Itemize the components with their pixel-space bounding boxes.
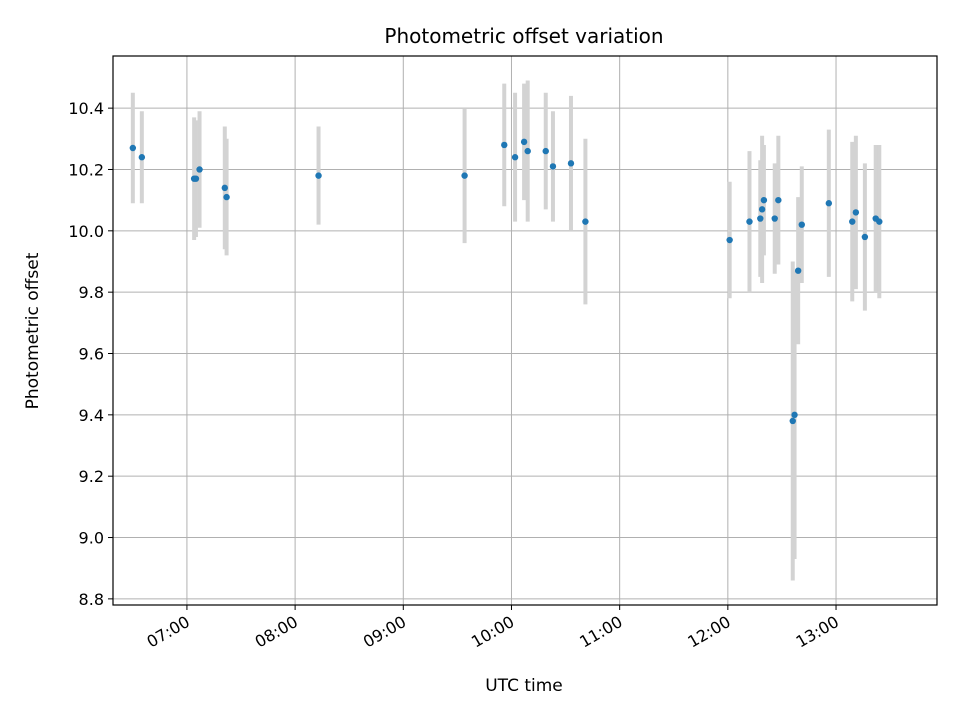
data-point	[760, 196, 768, 204]
data-point	[524, 147, 531, 155]
data-point	[852, 209, 860, 216]
y-tick-label: 10.2	[68, 160, 104, 179]
y-axis-ticks: 8.8 9.0 9.2 9.4 9.6 9.8 10.0 10.2 10.4	[68, 99, 113, 609]
data-point	[794, 267, 802, 274]
data-point	[542, 147, 549, 155]
data-point	[138, 154, 146, 161]
y-tick-label: 9.0	[79, 529, 104, 548]
data-point	[757, 215, 764, 222]
y-tick-label: 8.8	[79, 590, 104, 609]
y-tick-label: 10.0	[68, 222, 104, 241]
data-point	[223, 193, 230, 201]
data-point	[789, 417, 796, 425]
data-points	[129, 138, 883, 425]
data-point	[582, 218, 589, 225]
data-point	[461, 172, 468, 179]
data-point	[315, 172, 322, 179]
data-point	[501, 141, 508, 149]
chart-title: Photometric offset variation	[384, 24, 663, 48]
data-point	[758, 206, 766, 213]
y-tick-label: 9.6	[79, 345, 104, 364]
data-point	[726, 236, 733, 244]
data-point	[771, 215, 778, 222]
y-tick-label: 9.4	[79, 406, 104, 425]
data-point	[746, 218, 753, 225]
x-axis-title: UTC time	[485, 676, 563, 696]
data-point	[520, 138, 528, 146]
data-point	[849, 218, 856, 225]
y-tick-label: 10.4	[68, 99, 104, 118]
data-point	[192, 175, 200, 182]
data-point	[861, 233, 869, 241]
y-tick-label: 9.8	[79, 283, 104, 302]
data-point	[825, 200, 833, 207]
data-point	[798, 221, 805, 228]
plot-area-frame	[112, 55, 938, 606]
data-point	[221, 184, 228, 192]
data-point	[511, 154, 519, 161]
data-point	[791, 411, 798, 419]
data-point	[129, 144, 137, 152]
data-point	[876, 218, 883, 225]
data-point	[196, 166, 203, 173]
data-point	[775, 196, 782, 204]
data-point	[549, 163, 557, 170]
data-point	[567, 160, 575, 167]
y-tick-label: 9.2	[79, 467, 104, 486]
y-axis-title: Photometric offset	[23, 252, 43, 409]
